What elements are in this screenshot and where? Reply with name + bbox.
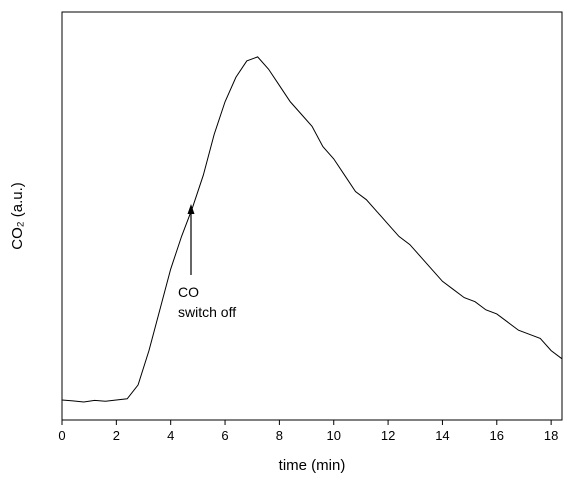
annotation: switch off [178,304,236,320]
x-tick-label: 4 [167,428,174,443]
x-tick-label: 18 [544,428,558,443]
data-line [61,56,563,403]
annotation: CO [178,284,199,300]
x-axis-label: time (min) [279,457,346,474]
x-tick-label: 10 [327,428,341,443]
x-tick-label: 14 [435,428,449,443]
y-axis-label: CO₂ (a.u.) [9,182,26,250]
arrow-head [187,204,195,214]
x-tick-label: 0 [58,428,65,443]
x-tick-label: 8 [276,428,283,443]
plot-frame [61,11,563,421]
x-tick-label: 2 [113,428,120,443]
x-tick-label: 6 [221,428,228,443]
x-tick-label: 12 [381,428,395,443]
x-tick-label: 16 [490,428,504,443]
